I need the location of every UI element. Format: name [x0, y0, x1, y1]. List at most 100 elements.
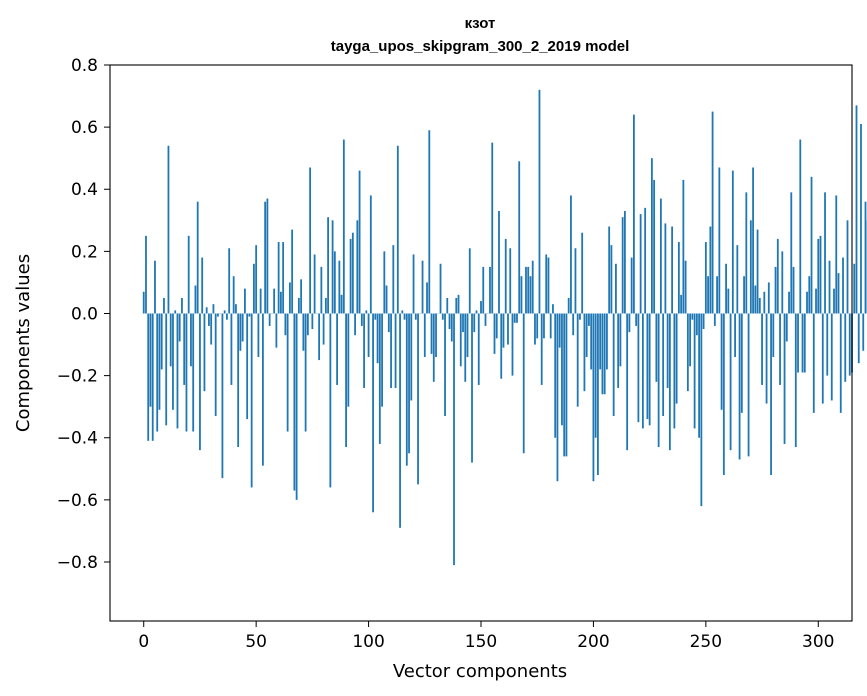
bar-171: [527, 266, 530, 314]
bar-22: [192, 313, 195, 432]
bar-244: [691, 313, 694, 320]
bar-60: [277, 242, 280, 314]
bar-74: [309, 167, 312, 314]
bar-276: [763, 291, 766, 314]
bar-65: [288, 282, 291, 314]
bar-200: [592, 313, 595, 482]
bar-61: [279, 291, 282, 314]
bar-182: [552, 304, 554, 314]
bar-64: [286, 313, 289, 432]
bar-127: [428, 130, 431, 314]
bar-92: [349, 238, 352, 314]
bar-93: [351, 232, 354, 314]
bar-240: [682, 179, 685, 314]
bar-283: [779, 313, 781, 385]
bar-33: [217, 313, 219, 317]
bar-250: [704, 242, 707, 314]
bar-316: [853, 263, 856, 314]
bar-76: [313, 254, 316, 314]
y-axis: −0.8 −0.6 −0.4 −0.2 0.0 0.2 0.4 0.6 0.8: [57, 56, 110, 573]
bar-79: [320, 266, 323, 314]
bar-138: [453, 313, 455, 566]
bar-258: [722, 313, 725, 476]
bar-184: [556, 313, 559, 482]
bar-119: [410, 313, 413, 401]
bar-299: [815, 288, 817, 314]
bar-43: [239, 313, 242, 351]
bar-20: [187, 235, 190, 314]
bar-146: [471, 313, 473, 463]
bar-139: [455, 297, 458, 314]
bar-128: [430, 313, 433, 354]
bar-257: [720, 313, 723, 410]
y-tick-label: −0.6: [57, 491, 98, 511]
bar-199: [590, 313, 593, 370]
bar-81: [324, 297, 327, 314]
bar-251: [707, 276, 709, 314]
bar-108: [385, 285, 388, 314]
bar-269: [747, 313, 750, 457]
bar-0: [142, 291, 145, 314]
y-tick-label: 0.0: [71, 304, 98, 324]
bar-73: [306, 313, 309, 336]
bar-307: [833, 288, 835, 314]
bar-75: [311, 313, 314, 330]
bar-157: [495, 313, 498, 339]
bar-201: [594, 313, 597, 438]
bar-117: [405, 313, 408, 466]
bar-262: [731, 170, 734, 314]
bar-66: [291, 229, 294, 314]
bar-70: [300, 279, 303, 314]
bar-320: [862, 313, 865, 351]
bar-272: [754, 285, 757, 314]
bar-236: [673, 313, 676, 429]
bar-284: [781, 251, 784, 314]
bar-222: [641, 313, 644, 429]
bar-321: [864, 201, 867, 314]
bar-41: [235, 304, 237, 314]
bar-58: [273, 288, 276, 314]
bar-83: [329, 313, 332, 488]
bar-306: [830, 313, 833, 401]
bar-28: [205, 307, 208, 314]
bar-310: [839, 313, 842, 413]
bar-47: [248, 313, 251, 317]
bar-206: [606, 313, 608, 370]
bar-53: [262, 313, 264, 466]
y-tick-label: 0.2: [71, 242, 98, 262]
bar-121: [414, 313, 417, 320]
bar-304: [826, 313, 829, 376]
bar-213: [621, 217, 624, 314]
y-tick-label: 0.8: [71, 56, 98, 76]
bar-115: [401, 310, 404, 314]
bar-190: [570, 195, 572, 314]
bar-52: [259, 288, 262, 314]
bar-212: [619, 313, 622, 367]
x-axis-label: Vector components: [393, 661, 567, 682]
bar-191: [572, 313, 575, 336]
bar-59: [275, 313, 278, 348]
x-tick-label: 300: [802, 632, 834, 652]
x-tick-label: 250: [690, 632, 722, 652]
bar-91: [347, 313, 350, 407]
bar-287: [788, 291, 790, 314]
y-tick-label: −0.4: [57, 429, 98, 449]
bar-96: [358, 170, 361, 314]
bar-178: [543, 313, 545, 339]
bar-176: [538, 89, 541, 314]
bar-224: [646, 313, 649, 420]
bar-84: [331, 220, 334, 314]
bar-21: [190, 313, 192, 367]
bar-100: [367, 313, 370, 357]
bar-5: [154, 260, 156, 314]
bar-154: [489, 266, 491, 314]
bar-313: [846, 220, 849, 314]
bar-45: [244, 288, 246, 314]
x-axis: 0 50 100 150 200 250 300: [138, 621, 834, 652]
bar-187: [563, 313, 566, 457]
bar-234: [668, 313, 671, 451]
x-tick-label: 0: [138, 632, 149, 652]
plot-frame: [109, 64, 853, 622]
bar-242: [686, 313, 689, 392]
bar-3: [149, 313, 152, 407]
